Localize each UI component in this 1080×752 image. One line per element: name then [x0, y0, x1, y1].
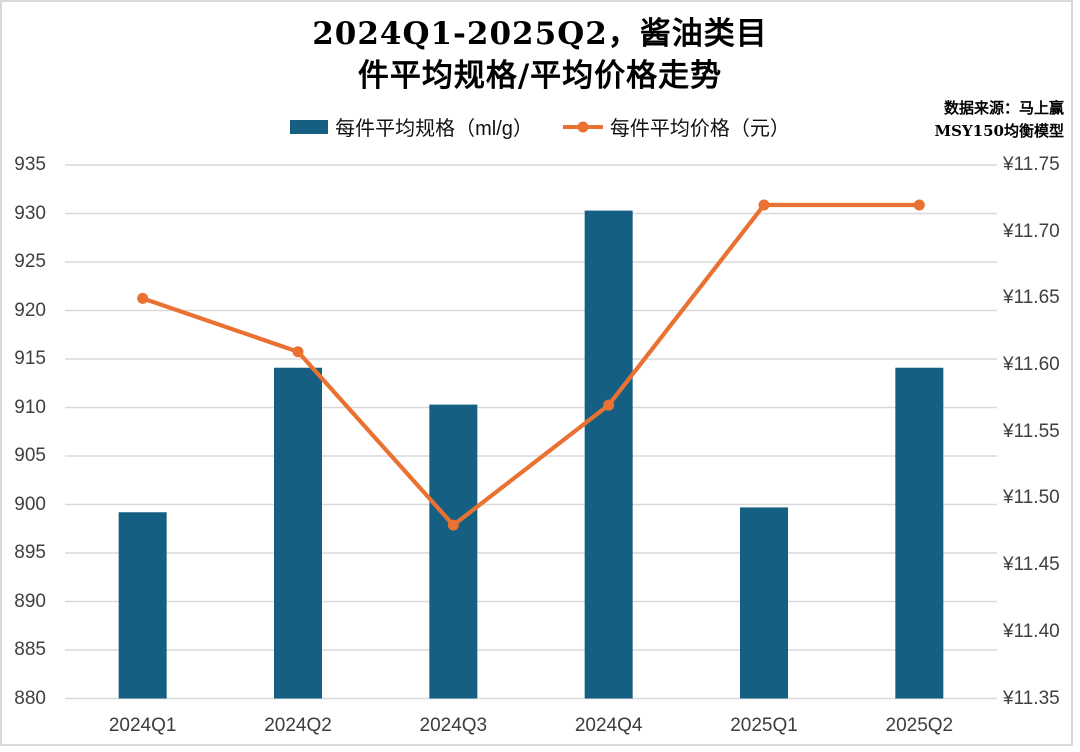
line-point-2024Q1 [137, 292, 149, 304]
line-point-2025Q1 [758, 199, 770, 211]
legend-label-avg-spec: 每件平均规格（ml/g） [335, 118, 533, 140]
chart-title-line2: 件平均规格/平均价格走势 [357, 58, 723, 94]
line-point-2024Q4 [603, 399, 615, 411]
data-source-line2: MSY150均衡模型 [934, 122, 1064, 140]
bar-2025Q2 [895, 367, 944, 699]
bar-2024Q1 [118, 512, 167, 699]
bar-2024Q3 [429, 404, 478, 699]
bar-2024Q2 [274, 367, 322, 699]
bar-2025Q1 [740, 507, 788, 699]
data-source-line1: 数据来源：马上赢 [943, 99, 1064, 117]
chart-title-line1: 2024Q1-2025Q2，酱油类目 [312, 16, 768, 52]
line-point-2024Q2 [292, 346, 304, 358]
data-source-note: 数据来源：马上赢 MSY150均衡模型 [935, 97, 1064, 143]
legend-item-avg-price: 每件平均价格（元） [562, 112, 790, 141]
legend-item-avg-spec: 每件平均规格（ml/g） [290, 112, 533, 141]
price-line [140, 202, 922, 528]
chart-title: 2024Q1-2025Q2，酱油类目 件平均规格/平均价格走势 [0, 13, 1080, 97]
legend-label-avg-price: 每件平均价格（元） [609, 118, 790, 140]
line-point-2025Q2 [913, 199, 925, 211]
line-point-2024Q3 [447, 519, 459, 531]
bar-2024Q4 [584, 210, 633, 699]
bar-series-swatch-icon [290, 119, 329, 134]
line-series-swatch-icon [562, 119, 603, 135]
legend: 每件平均规格（ml/g） 每件平均价格（元） [0, 112, 1080, 141]
